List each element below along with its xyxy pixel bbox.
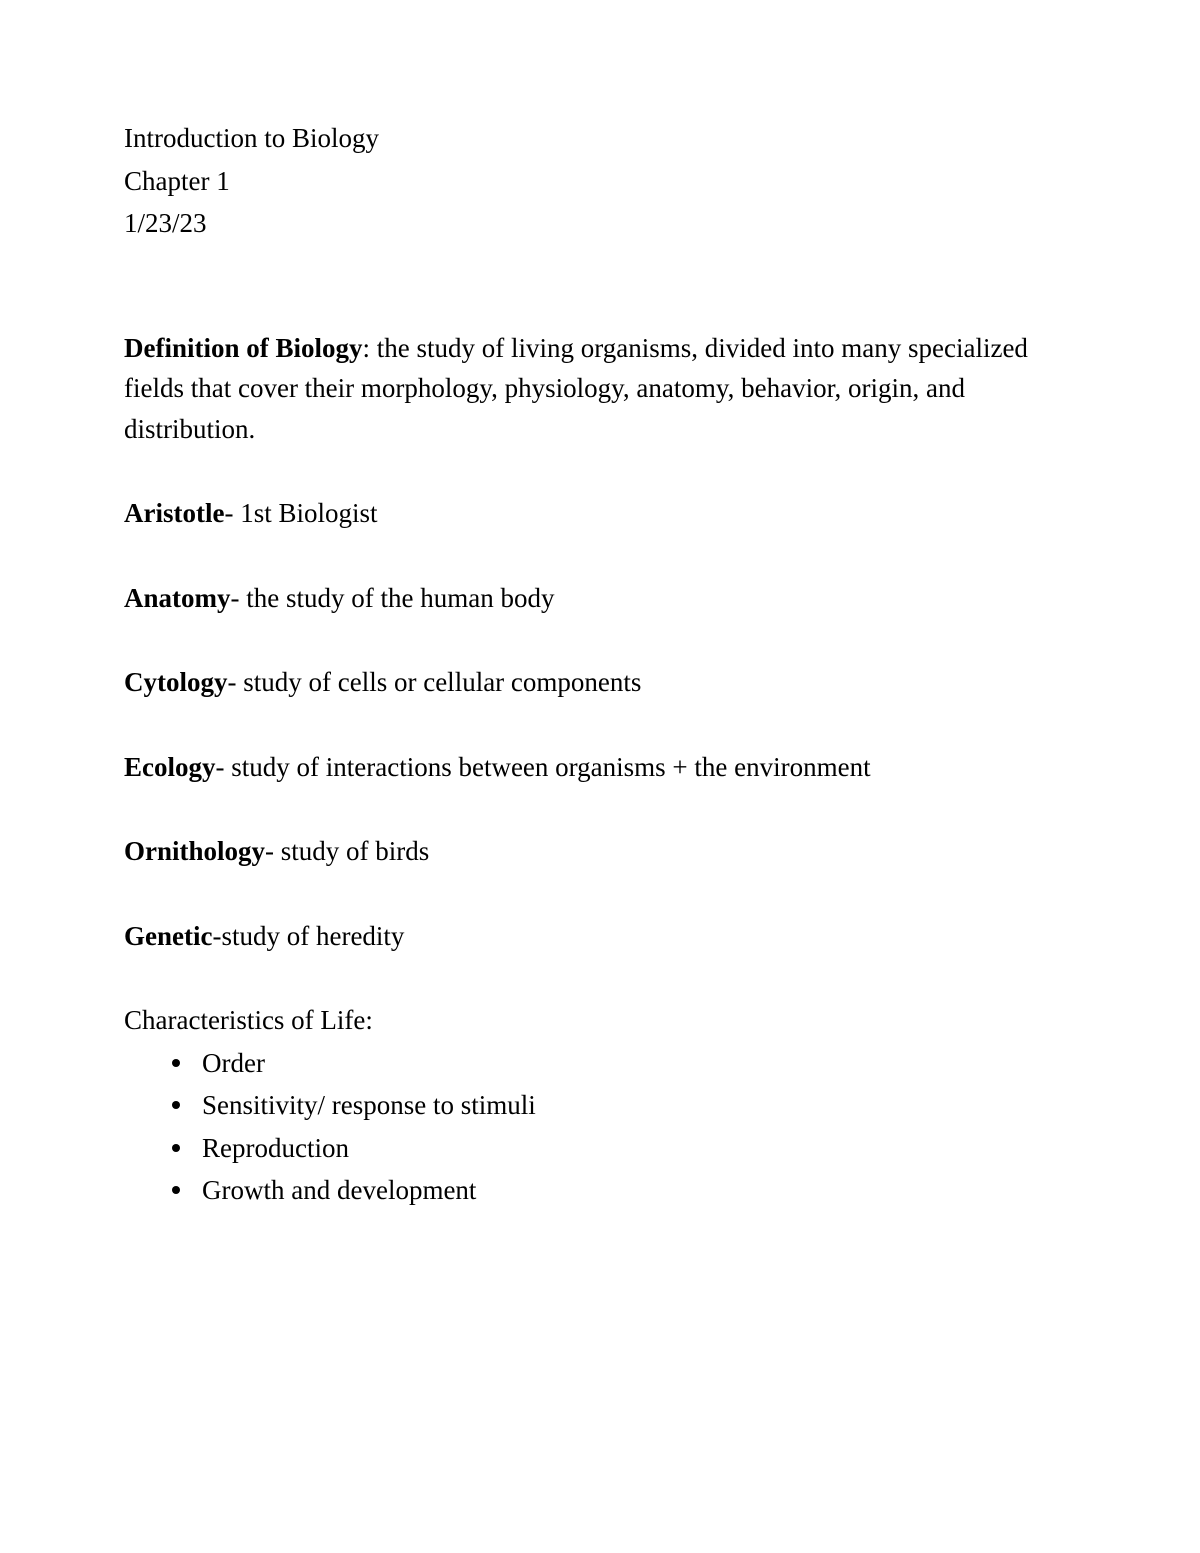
characteristics-list: Order Sensitivity/ response to stimuli R… (124, 1043, 1080, 1211)
definition-separator: - (224, 498, 240, 528)
definition-entry: Anatomy- the study of the human body (124, 578, 1080, 619)
list-item: Order (172, 1043, 1080, 1084)
list-heading: Characteristics of Life: (124, 1000, 1080, 1041)
definition-entry: Definition of Biology: the study of livi… (124, 328, 1080, 450)
spacer (124, 620, 1080, 662)
definition-entry: Cytology- study of cells or cellular com… (124, 662, 1080, 703)
spacer (124, 874, 1080, 916)
definition-separator: : (363, 333, 377, 363)
spacer (124, 246, 1080, 328)
definition-text: the study of the human body (246, 583, 554, 613)
definition-term: Aristotle (124, 498, 224, 528)
definition-entry: Aristotle- 1st Biologist (124, 493, 1080, 534)
definition-term: Ecology (124, 752, 216, 782)
definition-term: Ornithology (124, 836, 265, 866)
definition-text: study of heredity (221, 921, 404, 951)
document-title: Introduction to Biology (124, 118, 1080, 159)
definition-separator: - (265, 836, 281, 866)
definition-entry: Ecology- study of interactions between o… (124, 747, 1080, 788)
definition-entry: Genetic-study of heredity (124, 916, 1080, 957)
list-item: Growth and development (172, 1170, 1080, 1211)
document-date: 1/23/23 (124, 203, 1080, 244)
list-item: Reproduction (172, 1128, 1080, 1169)
spacer (124, 958, 1080, 1000)
definition-text: 1st Biologist (240, 498, 377, 528)
definition-separator: - (228, 667, 244, 697)
definition-text: study of cells or cellular components (243, 667, 641, 697)
spacer (124, 789, 1080, 831)
definition-term: Cytology (124, 667, 228, 697)
definition-text: study of birds (281, 836, 430, 866)
definition-separator: - (216, 752, 232, 782)
definition-term: Genetic (124, 921, 212, 951)
spacer (124, 451, 1080, 493)
document-chapter: Chapter 1 (124, 161, 1080, 202)
spacer (124, 705, 1080, 747)
definition-term: Anatomy (124, 583, 231, 613)
list-item: Sensitivity/ response to stimuli (172, 1085, 1080, 1126)
definition-term: Definition of Biology (124, 333, 363, 363)
definition-entry: Ornithology- study of birds (124, 831, 1080, 872)
definition-separator: - (231, 583, 247, 613)
spacer (124, 536, 1080, 578)
definition-text: study of interactions between organisms … (231, 752, 870, 782)
